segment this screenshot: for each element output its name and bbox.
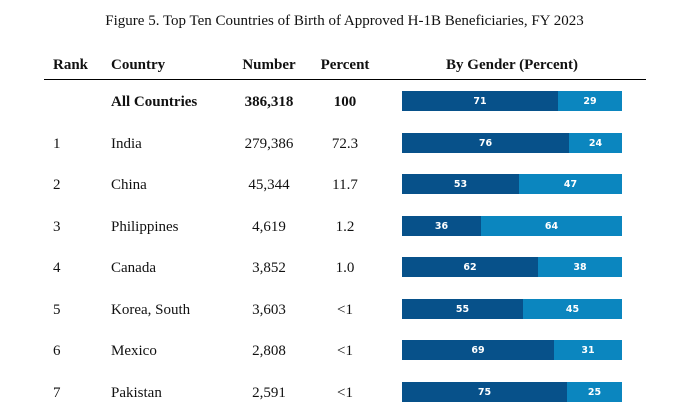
country-cell: Philippines bbox=[111, 219, 179, 235]
gender-bar: 55 45 bbox=[402, 299, 622, 319]
header-percent: Percent bbox=[320, 57, 370, 73]
percent-cell: 72.3 bbox=[331, 136, 359, 152]
rank-cell: 3 bbox=[53, 219, 61, 235]
number-cell: 2,591 bbox=[252, 385, 286, 401]
number-cell: 3,852 bbox=[252, 260, 286, 276]
country-cell: China bbox=[111, 177, 147, 193]
header-rule bbox=[44, 79, 646, 80]
bar-segment-female: 31 bbox=[554, 340, 622, 360]
bar-segment-female: 47 bbox=[519, 174, 622, 194]
percent-cell: 11.7 bbox=[332, 177, 358, 193]
bar-segment-male: 69 bbox=[402, 340, 554, 360]
bar-segment-male: 62 bbox=[402, 257, 538, 277]
number-cell: 279,386 bbox=[244, 136, 294, 152]
rank-cell: 2 bbox=[53, 177, 61, 193]
bar-segment-male: 36 bbox=[402, 216, 481, 236]
gender-bar: 71 29 bbox=[402, 91, 622, 111]
country-cell: All Countries bbox=[111, 94, 198, 110]
country-cell: Mexico bbox=[111, 343, 157, 359]
country-cell: India bbox=[111, 136, 142, 152]
rank-cell: 1 bbox=[53, 136, 61, 152]
percent-cell: 100 bbox=[333, 94, 357, 110]
gender-bar: 53 47 bbox=[402, 174, 622, 194]
header-rank: Rank bbox=[53, 57, 89, 73]
bar-segment-male: 75 bbox=[402, 382, 567, 402]
percent-cell: 1.2 bbox=[335, 219, 355, 235]
country-cell: Korea, South bbox=[111, 302, 191, 318]
bar-segment-female: 38 bbox=[538, 257, 622, 277]
number-cell: 2,808 bbox=[252, 343, 286, 359]
percent-cell: <1 bbox=[337, 385, 353, 401]
number-cell: 4,619 bbox=[252, 219, 286, 235]
gender-bar: 75 25 bbox=[402, 382, 622, 402]
gender-bar: 76 24 bbox=[402, 133, 622, 153]
gender-bar: 69 31 bbox=[402, 340, 622, 360]
header-number: Number bbox=[242, 57, 296, 73]
number-cell: 386,318 bbox=[244, 94, 294, 110]
percent-cell: <1 bbox=[337, 302, 353, 318]
percent-cell: <1 bbox=[337, 343, 353, 359]
header-country: Country bbox=[111, 57, 166, 73]
rank-cell: 4 bbox=[53, 260, 61, 276]
number-cell: 3,603 bbox=[252, 302, 286, 318]
bar-segment-female: 24 bbox=[569, 133, 622, 153]
bar-segment-male: 53 bbox=[402, 174, 519, 194]
bar-segment-male: 76 bbox=[402, 133, 569, 153]
header-gender: By Gender (Percent) bbox=[446, 57, 578, 73]
bar-segment-male: 55 bbox=[402, 299, 523, 319]
bar-segment-male: 71 bbox=[402, 91, 558, 111]
country-cell: Pakistan bbox=[111, 385, 162, 401]
rank-cell: 6 bbox=[53, 343, 61, 359]
bar-segment-female: 29 bbox=[558, 91, 622, 111]
gender-bar: 36 64 bbox=[402, 216, 622, 236]
percent-cell: 1.0 bbox=[335, 260, 355, 276]
bar-segment-female: 25 bbox=[567, 382, 622, 402]
rank-cell: 5 bbox=[53, 302, 61, 318]
bar-segment-female: 64 bbox=[481, 216, 622, 236]
rank-cell: 7 bbox=[53, 385, 61, 401]
gender-bar: 62 38 bbox=[402, 257, 622, 277]
country-cell: Canada bbox=[111, 260, 156, 276]
bar-segment-female: 45 bbox=[523, 299, 622, 319]
figure-title: Figure 5. Top Ten Countries of Birth of … bbox=[105, 13, 584, 29]
number-cell: 45,344 bbox=[248, 177, 290, 193]
